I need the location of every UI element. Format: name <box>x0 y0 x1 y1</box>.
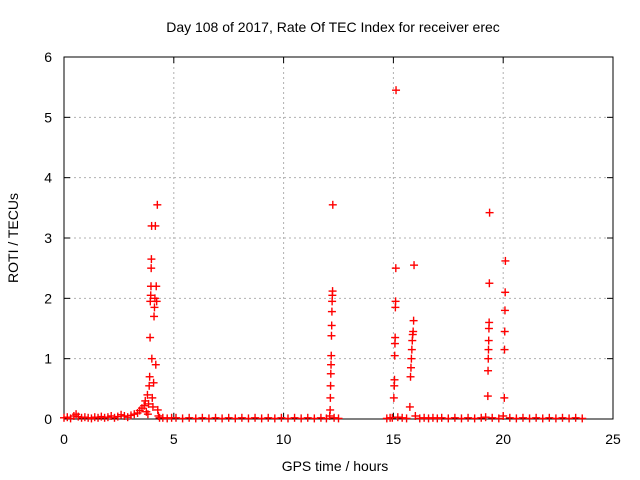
y-tick-label: 5 <box>44 109 52 125</box>
data-point <box>406 363 415 372</box>
data-point <box>411 411 420 420</box>
data-point <box>143 410 152 419</box>
data-point <box>484 366 493 375</box>
data-point <box>146 291 155 300</box>
data-point <box>410 261 419 270</box>
data-point <box>326 405 335 414</box>
data-point <box>484 345 493 354</box>
data-point <box>154 411 163 420</box>
data-point <box>150 312 159 321</box>
data-point <box>334 414 343 423</box>
chart-title: Day 108 of 2017, Rate Of TEC Index for r… <box>166 19 500 35</box>
y-tick-label: 2 <box>44 290 52 306</box>
data-point <box>389 393 398 402</box>
data-points <box>60 86 587 423</box>
data-point <box>485 279 494 288</box>
data-point <box>500 345 509 354</box>
data-point <box>328 200 337 209</box>
data-point <box>409 327 418 336</box>
y-tick-label: 6 <box>44 49 52 65</box>
data-point <box>390 375 399 384</box>
data-point <box>499 411 508 420</box>
axis-ticks: 0 5 10 15 20 25 0 1 2 3 4 5 6 <box>44 49 621 447</box>
data-point <box>148 393 157 402</box>
data-point <box>152 282 161 291</box>
x-tick-label: 5 <box>170 431 178 447</box>
data-point <box>153 200 162 209</box>
y-tick-label: 1 <box>44 351 52 367</box>
data-point <box>391 333 400 342</box>
data-point <box>500 327 509 336</box>
data-point <box>501 256 510 265</box>
y-tick-label: 4 <box>44 170 52 186</box>
data-point <box>327 351 336 360</box>
data-point <box>483 392 492 401</box>
data-point <box>150 303 159 312</box>
data-point <box>405 402 414 411</box>
data-point <box>152 297 161 306</box>
data-point <box>147 354 156 363</box>
y-axis-label: ROTI / TECUs <box>5 193 21 283</box>
x-tick-label: 10 <box>276 431 292 447</box>
data-point <box>151 221 160 230</box>
data-point <box>391 297 400 306</box>
data-point <box>327 331 336 340</box>
data-point <box>151 360 160 369</box>
data-point <box>407 345 416 354</box>
x-tick-label: 20 <box>495 431 511 447</box>
data-point <box>391 264 400 273</box>
data-point <box>144 399 153 408</box>
data-point <box>328 287 337 296</box>
data-point <box>500 393 509 402</box>
data-point <box>327 360 336 369</box>
data-point <box>148 402 157 411</box>
data-point <box>327 321 336 330</box>
data-point <box>500 306 509 315</box>
x-tick-label: 0 <box>60 431 68 447</box>
data-point <box>143 390 152 399</box>
data-point <box>494 414 503 423</box>
data-point <box>147 255 156 264</box>
data-point <box>484 354 493 363</box>
data-point <box>147 264 156 273</box>
y-tick-label: 0 <box>44 411 52 427</box>
data-point <box>145 372 154 381</box>
data-point <box>402 414 411 423</box>
data-point <box>406 372 415 381</box>
data-point <box>146 333 155 342</box>
data-point <box>409 316 418 325</box>
data-point <box>578 414 587 423</box>
y-tick-label: 3 <box>44 230 52 246</box>
data-point <box>485 318 494 327</box>
grid <box>64 57 613 419</box>
data-point <box>390 351 399 360</box>
data-point <box>392 86 401 95</box>
data-point <box>140 401 149 410</box>
data-point <box>326 393 335 402</box>
data-point <box>501 288 510 297</box>
data-point <box>326 369 335 378</box>
x-tick-label: 15 <box>386 431 402 447</box>
data-point <box>407 354 416 363</box>
data-point <box>145 381 154 390</box>
x-axis-label: GPS time / hours <box>282 458 389 474</box>
data-point <box>149 378 158 387</box>
data-point <box>326 381 335 390</box>
data-point <box>484 336 493 345</box>
data-point <box>485 208 494 217</box>
data-point <box>327 307 336 316</box>
x-tick-label: 25 <box>605 431 621 447</box>
